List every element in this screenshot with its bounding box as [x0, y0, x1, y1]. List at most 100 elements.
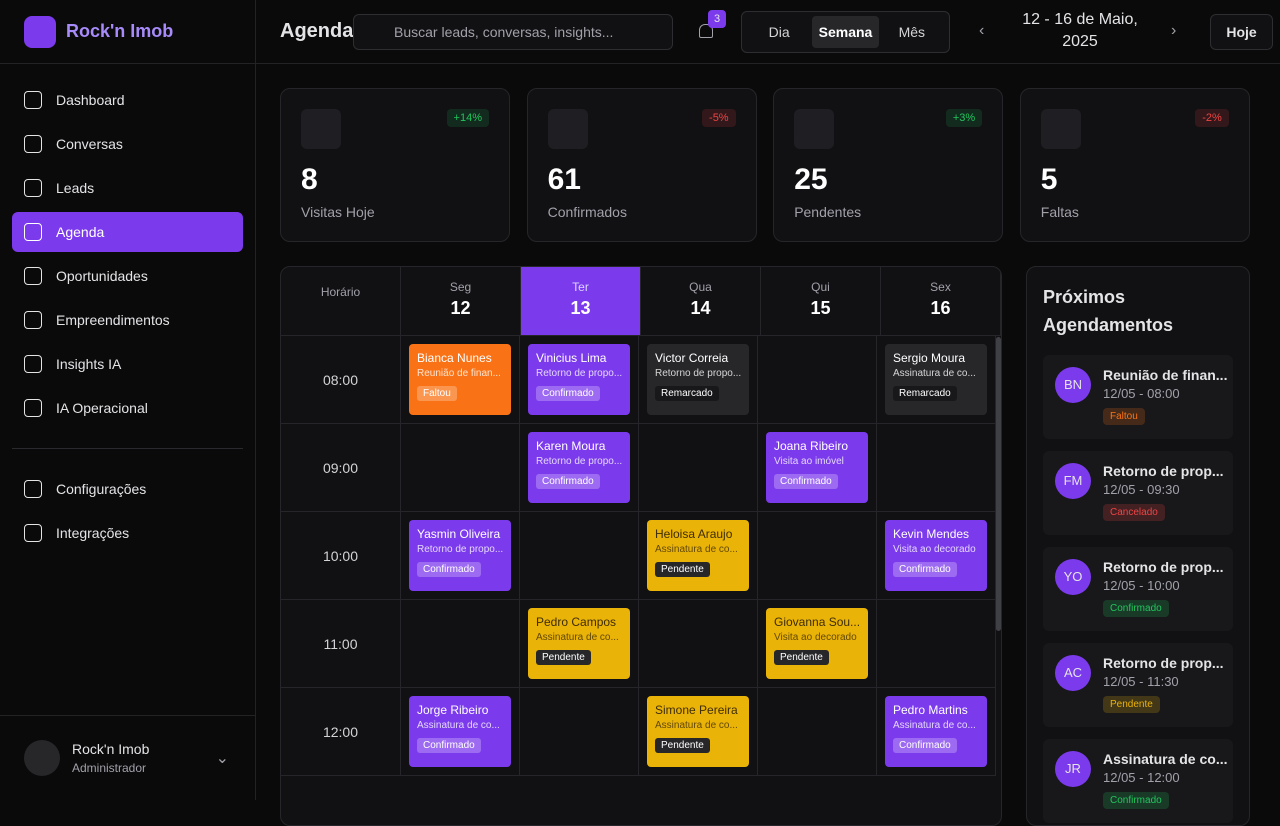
event-name: Jorge Ribeiro [417, 703, 489, 717]
user-role: Administrador [72, 761, 147, 775]
bell-icon[interactable] [699, 24, 713, 38]
stat-value: 8 [301, 163, 318, 196]
event-desc: Retorno de propo... [655, 368, 741, 379]
today-button[interactable]: Hoje [1210, 14, 1273, 50]
user-menu[interactable]: Rock'n Imob Administrador ⌄ [0, 715, 255, 800]
logo [24, 15, 56, 48]
appointment[interactable]: AC Retorno de prop... 12/05 - 11:30 Pendent… [1043, 643, 1233, 727]
event-desc: Assinatura de co... [417, 720, 500, 731]
nav-item[interactable]: Insights IA [12, 344, 243, 384]
prev-week[interactable]: ‹ [979, 22, 985, 39]
nav-label: Integrações [56, 525, 130, 541]
nav-icon [24, 223, 42, 241]
slot [758, 336, 877, 424]
appointment-status: Cancelado [1103, 504, 1165, 521]
weekday: Seg [449, 280, 472, 294]
appointment[interactable]: BN Reunião de finan... 12/05 - 08:00 Faltou [1043, 355, 1233, 439]
day-header[interactable]: Seg 12 [401, 267, 521, 336]
stat-value: 61 [547, 163, 581, 196]
event-card[interactable]: Giovanna Sou... Visita ao decorado Pendent… [766, 608, 868, 679]
nav-icon [24, 91, 42, 109]
event-status: Pendente [774, 650, 829, 665]
nav-item[interactable]: Oportunidades [12, 256, 243, 296]
search[interactable]: Buscar leads, conversas, insights... [353, 14, 673, 50]
time-slot: 11:00 [281, 600, 401, 688]
appointment-status: Confirmado [1103, 600, 1169, 617]
event-name: Joana Ribeiro [774, 439, 849, 453]
scrollbar [996, 337, 1001, 631]
appointment-title: Retorno de prop... [1103, 655, 1224, 671]
weekday: Qui [811, 280, 830, 294]
slot [758, 424, 877, 512]
appointment[interactable]: FM Retorno de prop... 12/05 - 09:30 Cancela… [1043, 451, 1233, 535]
event-card[interactable]: Yasmin Oliveira Retorno de propo... Confir… [409, 520, 511, 591]
event-status: Pendente [655, 738, 710, 753]
nav-item[interactable]: Empreendimentos [12, 300, 243, 340]
appointment-time: 12/05 - 10:00 [1103, 578, 1180, 593]
slot [520, 688, 639, 776]
nav-item[interactable]: Dashboard [12, 80, 243, 120]
appointment[interactable]: JR Assinatura de co... 12/05 - 12:00 Confir… [1043, 739, 1233, 823]
event-card[interactable]: Sergio Moura Assinatura de co... Remarcado [885, 344, 987, 415]
stat-label: Visitas Hoje [301, 204, 375, 220]
nav-label: Leads [56, 180, 95, 196]
view-option[interactable]: Dia [768, 24, 790, 40]
event-name: Sergio Moura [893, 351, 966, 365]
next-week[interactable]: › [1171, 22, 1177, 39]
stat-change: +14% [446, 109, 489, 127]
slot [877, 336, 996, 424]
view-option[interactable]: Mês [898, 24, 926, 40]
stat-label: Pendentes [794, 204, 862, 220]
event-card[interactable]: Pedro Martins Assinatura de co... Confirma… [885, 696, 987, 767]
nav-item[interactable]: Conversas [12, 124, 243, 164]
event-card[interactable]: Victor Correia Retorno de propo... Remarca… [647, 344, 749, 415]
brand: Rock'n Imob [0, 0, 255, 64]
header: Agenda Buscar leads, conversas, insights… [256, 0, 1280, 64]
nav-item[interactable]: Agenda [12, 212, 243, 252]
brand-name: Rock'n Imob [66, 21, 174, 41]
nav-icon [24, 524, 42, 542]
nav-item[interactable]: Configurações [12, 469, 243, 509]
nav-label: Insights IA [56, 356, 122, 372]
event-status: Pendente [536, 650, 591, 665]
nav-item[interactable]: Integrações [12, 513, 243, 553]
slot [639, 424, 758, 512]
stat-value: 25 [794, 163, 828, 196]
appointment[interactable]: YO Retorno de prop... 12/05 - 10:00 Confirm… [1043, 547, 1233, 631]
event-status: Confirmado [536, 386, 600, 401]
event-name: Heloisa Araujo [655, 527, 733, 541]
event-card[interactable]: Karen Moura Retorno de propo... Confirmado [528, 432, 630, 503]
weekday: Ter [572, 280, 589, 294]
slot [401, 424, 520, 512]
appointment-avatar: YO [1055, 559, 1091, 595]
stat-change: -2% [1195, 109, 1229, 127]
event-status: Confirmado [536, 474, 600, 489]
event-status: Remarcado [655, 386, 719, 401]
view-option[interactable]: Semana [812, 16, 879, 48]
event-status: Confirmado [893, 738, 957, 753]
event-card[interactable]: Vinicius Lima Retorno de propo... Confirma… [528, 344, 630, 415]
nav-item[interactable]: Leads [12, 168, 243, 208]
day-header[interactable]: Qui 15 [761, 267, 881, 336]
event-card[interactable]: Pedro Campos Assinatura de co... Pendente [528, 608, 630, 679]
event-name: Victor Correia [655, 351, 729, 365]
date-range: 12 - 16 de Maio, 2025 [1022, 11, 1138, 50]
day-header[interactable]: Ter 13 [521, 267, 641, 336]
time-slot: 10:00 [281, 512, 401, 600]
slot [639, 688, 758, 776]
event-card[interactable]: Heloisa Araujo Assinatura de co... Pendent… [647, 520, 749, 591]
day-header[interactable]: Qua 14 [641, 267, 761, 336]
event-name: Pedro Martins [893, 703, 968, 717]
user-info: Rock'n Imob Administrador [72, 741, 149, 775]
event-card[interactable]: Joana Ribeiro Visita ao imóvel Confirmado [766, 432, 868, 503]
event-card[interactable]: Jorge Ribeiro Assinatura de co... Confirma… [409, 696, 511, 767]
nav-item[interactable]: IA Operacional [12, 388, 243, 428]
time-slot: 08:00 [281, 336, 401, 424]
event-card[interactable]: Kevin Mendes Visita ao decorado Confirmado [885, 520, 987, 591]
event-card[interactable]: Bianca Nunes Reunião de finan... Faltou [409, 344, 511, 415]
slot [401, 336, 520, 424]
event-card[interactable]: Simone Pereira Assinatura de co... Pendent… [647, 696, 749, 767]
event-desc: Assinatura de co... [536, 632, 619, 643]
day-header[interactable]: Sex 16 [881, 267, 1001, 336]
